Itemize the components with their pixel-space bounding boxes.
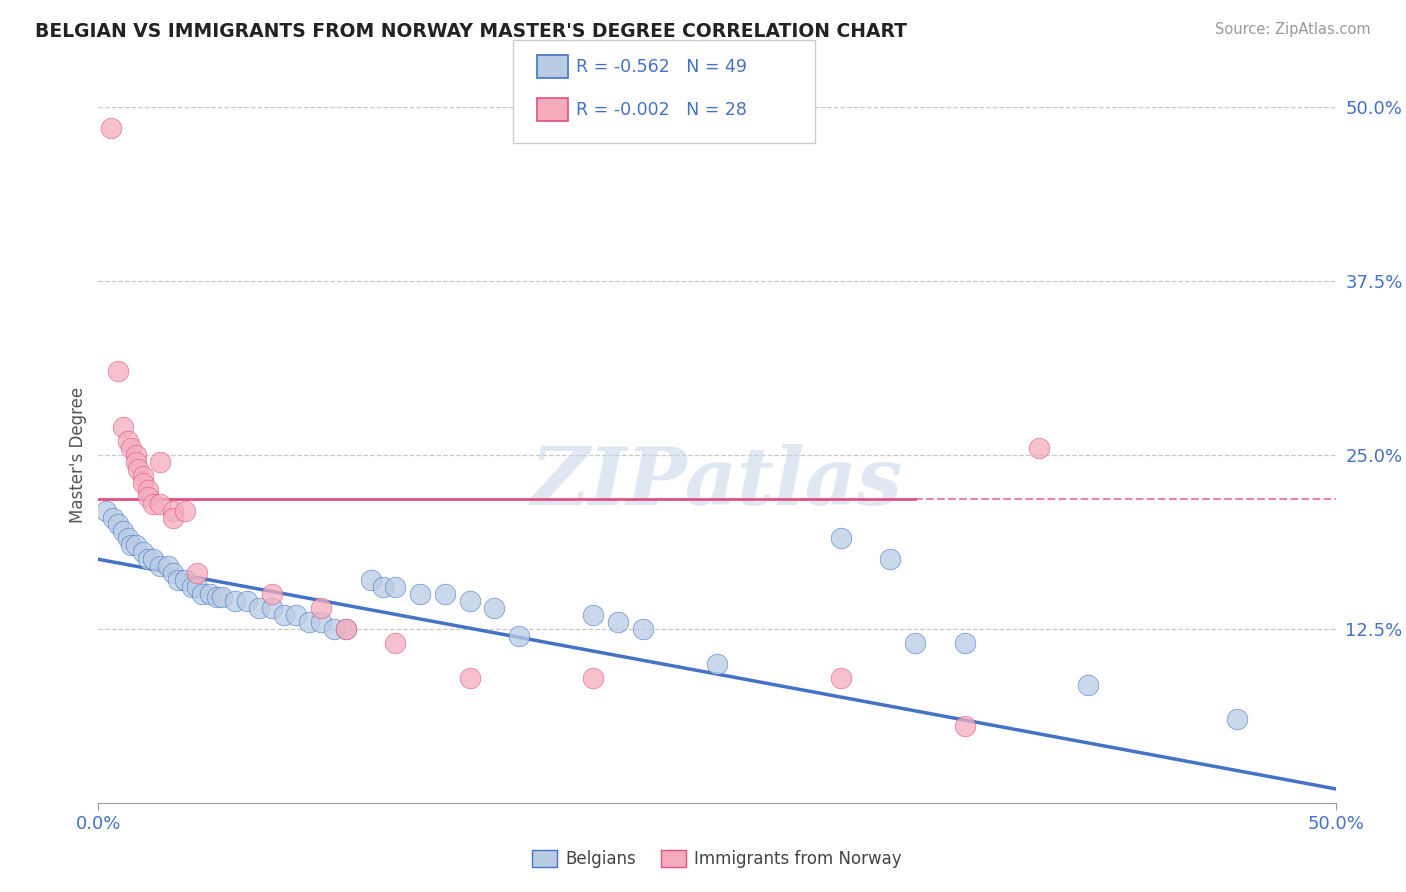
Point — [112, 524, 135, 539]
Point — [149, 559, 172, 574]
Point — [582, 607, 605, 622]
Point — [136, 552, 159, 566]
Point — [371, 580, 394, 594]
Point — [120, 441, 142, 455]
Point — [211, 590, 233, 604]
Point — [706, 657, 728, 671]
Point — [1226, 712, 1249, 726]
Point — [117, 532, 139, 546]
Point — [174, 503, 197, 517]
Point — [458, 594, 481, 608]
Point — [458, 671, 481, 685]
Point — [136, 483, 159, 497]
Point — [384, 580, 406, 594]
Point — [224, 594, 246, 608]
Point — [107, 517, 129, 532]
Point — [1028, 441, 1050, 455]
Point — [94, 503, 117, 517]
Point — [879, 552, 901, 566]
Y-axis label: Master's Degree: Master's Degree — [69, 387, 87, 523]
Point — [260, 587, 283, 601]
Point — [953, 636, 976, 650]
Point — [132, 475, 155, 490]
Point — [322, 622, 344, 636]
Point — [124, 538, 146, 552]
Point — [117, 434, 139, 448]
Point — [124, 455, 146, 469]
Point — [127, 462, 149, 476]
Point — [830, 532, 852, 546]
Point — [186, 580, 208, 594]
Point — [186, 566, 208, 581]
Point — [360, 573, 382, 587]
Point — [335, 622, 357, 636]
Point — [285, 607, 308, 622]
Point — [607, 615, 630, 629]
Point — [191, 587, 214, 601]
Legend: Belgians, Immigrants from Norway: Belgians, Immigrants from Norway — [526, 843, 908, 874]
Point — [260, 601, 283, 615]
Point — [904, 636, 927, 650]
Point — [162, 510, 184, 524]
Point — [100, 120, 122, 135]
Point — [409, 587, 432, 601]
Text: BELGIAN VS IMMIGRANTS FROM NORWAY MASTER'S DEGREE CORRELATION CHART: BELGIAN VS IMMIGRANTS FROM NORWAY MASTER… — [35, 22, 907, 41]
Point — [953, 719, 976, 733]
Point — [162, 566, 184, 581]
Point — [484, 601, 506, 615]
Point — [156, 559, 179, 574]
Point — [181, 580, 204, 594]
Point — [107, 364, 129, 378]
Point — [132, 545, 155, 559]
Point — [309, 601, 332, 615]
Point — [335, 622, 357, 636]
Point — [198, 587, 221, 601]
Point — [162, 503, 184, 517]
Point — [132, 468, 155, 483]
Point — [103, 510, 125, 524]
Point — [174, 573, 197, 587]
Point — [508, 629, 530, 643]
Point — [298, 615, 321, 629]
Point — [384, 636, 406, 650]
Text: Source: ZipAtlas.com: Source: ZipAtlas.com — [1215, 22, 1371, 37]
Point — [830, 671, 852, 685]
Point — [1077, 677, 1099, 691]
Point — [582, 671, 605, 685]
Point — [236, 594, 259, 608]
Text: R = -0.002   N = 28: R = -0.002 N = 28 — [576, 101, 748, 119]
Point — [166, 573, 188, 587]
Point — [149, 497, 172, 511]
Point — [631, 622, 654, 636]
Point — [247, 601, 270, 615]
Point — [142, 552, 165, 566]
Text: R = -0.562   N = 49: R = -0.562 N = 49 — [576, 58, 748, 76]
Point — [124, 448, 146, 462]
Point — [273, 607, 295, 622]
Point — [142, 497, 165, 511]
Point — [433, 587, 456, 601]
Point — [149, 455, 172, 469]
Point — [112, 420, 135, 434]
Point — [205, 590, 228, 604]
Point — [136, 490, 159, 504]
Text: ZIPatlas: ZIPatlas — [531, 444, 903, 522]
Point — [120, 538, 142, 552]
Point — [309, 615, 332, 629]
